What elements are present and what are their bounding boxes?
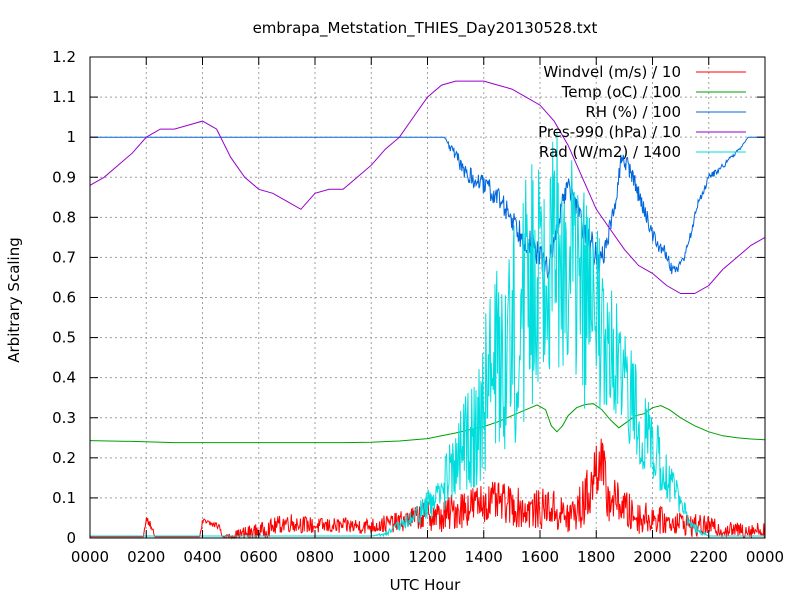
x-tick-label: 0000 (71, 548, 109, 566)
x-tick-label: 1800 (577, 548, 615, 566)
legend-label: Windvel (m/s) / 10 (543, 63, 681, 81)
y-tick-label: 0.6 (52, 289, 76, 307)
y-tick-label: 0.9 (52, 168, 76, 186)
chart-title: embrapa_Metstation_THIES_Day20130528.txt (253, 19, 598, 38)
x-tick-label: 1600 (521, 548, 559, 566)
series-line (89, 80, 766, 294)
x-tick-label: 0800 (296, 548, 334, 566)
x-tick-label: 2000 (633, 548, 671, 566)
y-axis-label: Arbitrary Scaling (5, 237, 23, 363)
x-tick-label: 2200 (690, 548, 728, 566)
legend-label: Pres-990 (hPa) / 10 (538, 123, 681, 141)
y-tick-label: 0.8 (52, 208, 76, 226)
legend-label: Rad (W/m2) / 1400 (539, 143, 681, 161)
axis-ticks: 0000 0200 0400 0600 0800 1000 1200 1400 1600 1800… (52, 48, 784, 566)
y-tick-label: 0 (66, 529, 76, 547)
series-line (90, 136, 765, 279)
x-tick-label: 0200 (127, 548, 165, 566)
y-tick-label: 0.4 (52, 369, 76, 387)
series-line (89, 403, 766, 444)
x-tick-label: 0000 (746, 548, 784, 566)
y-tick-label: 0.1 (52, 489, 76, 507)
x-axis-label: UTC Hour (390, 576, 461, 594)
x-tick-label: 0600 (240, 548, 278, 566)
y-tick-label: 1.2 (52, 48, 76, 66)
y-tick-label: 0.7 (52, 248, 76, 266)
x-tick-label: 1200 (408, 548, 446, 566)
legend: Windvel (m/s) / 10 Temp (oC) / 100 RH (%) … (538, 63, 746, 161)
x-tick-label: 1000 (352, 548, 390, 566)
x-tick-label: 1400 (465, 548, 503, 566)
y-tick-label: 0.5 (52, 329, 76, 347)
y-tick-label: 1 (66, 128, 76, 146)
legend-label: Temp (oC) / 100 (561, 83, 681, 101)
y-tick-label: 0.2 (52, 449, 76, 467)
legend-label: RH (%) / 100 (585, 103, 681, 121)
x-tick-label: 0400 (183, 548, 221, 566)
y-tick-label: 0.3 (52, 409, 76, 427)
y-tick-label: 1.1 (52, 88, 76, 106)
